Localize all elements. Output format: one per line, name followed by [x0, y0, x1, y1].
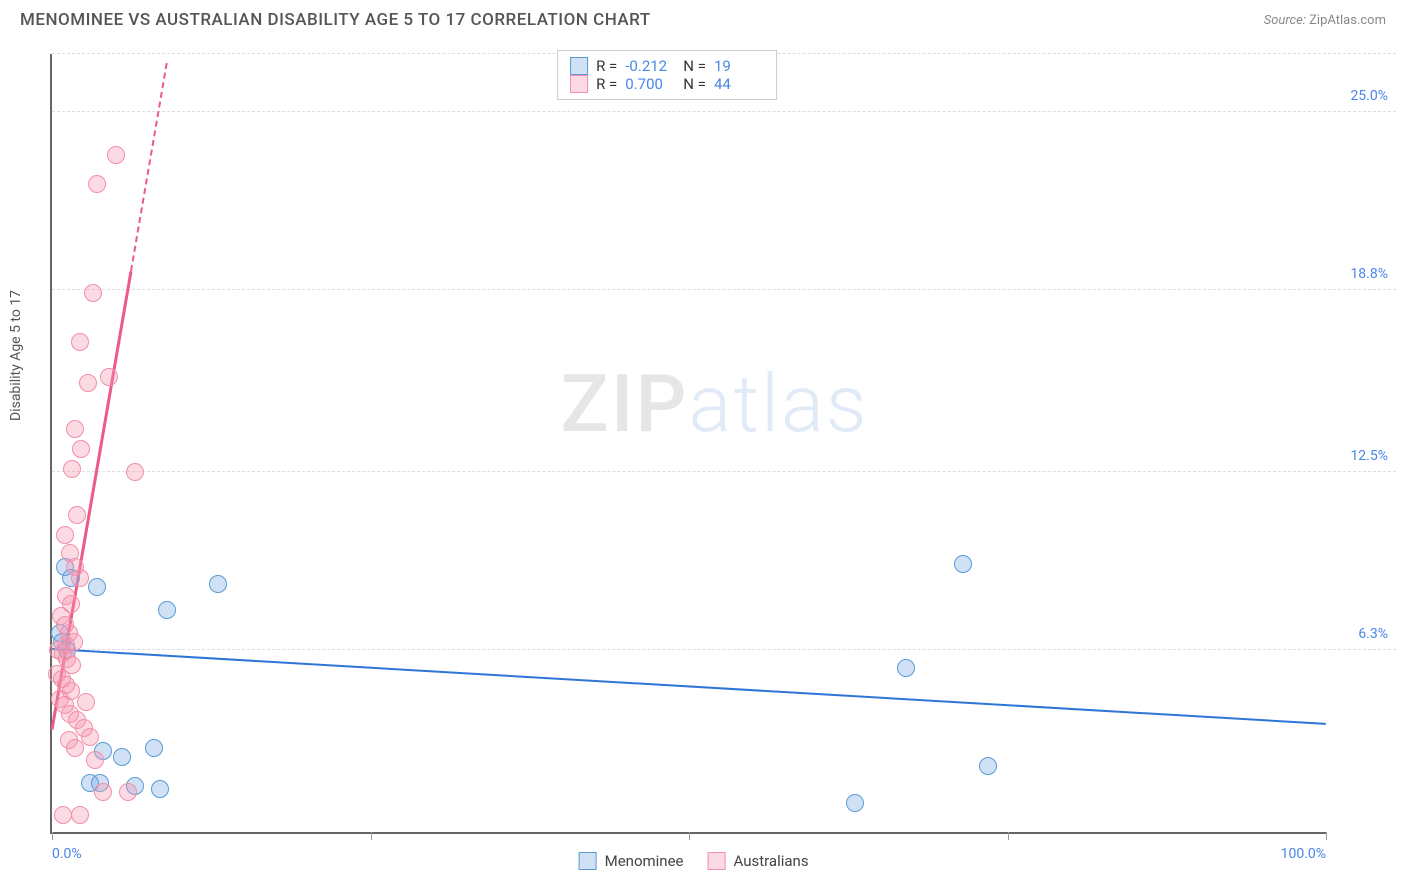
scatter-point [79, 374, 97, 392]
n-value-australians: 44 [714, 75, 764, 93]
scatter-point [71, 333, 89, 351]
scatter-point [63, 460, 81, 478]
watermark-zip: ZIP [560, 357, 688, 451]
x-tick-label: 0.0% [52, 846, 82, 862]
grid-line [52, 111, 1396, 112]
scatter-point [81, 728, 99, 746]
scatter-point [897, 659, 915, 677]
scatter-point [954, 555, 972, 573]
n-label: N = [683, 57, 706, 75]
swatch-menominee [579, 852, 597, 870]
y-tick-label: 25.0% [1350, 88, 1388, 104]
scatter-point [66, 739, 84, 757]
r-value-menominee: -0.212 [625, 57, 675, 75]
legend-row-australians: R = 0.700 N = 44 [570, 75, 764, 93]
grid-line [52, 289, 1396, 290]
scatter-point [88, 175, 106, 193]
x-tick [52, 832, 53, 840]
scatter-point [158, 601, 176, 619]
scatter-point [119, 783, 137, 801]
trend-line [52, 648, 1326, 725]
grid-line [52, 471, 1396, 472]
source-attribution: Source: ZipAtlas.com [1264, 13, 1386, 28]
x-tick-label: 100.0% [1281, 846, 1326, 862]
scatter-point [77, 693, 95, 711]
chart-title: MENOMINEE VS AUSTRALIAN DISABILITY AGE 5… [20, 10, 651, 30]
source-label: Source: [1264, 13, 1306, 28]
x-tick [1008, 832, 1009, 840]
swatch-menominee [570, 57, 588, 75]
y-tick-label: 6.3% [1358, 626, 1388, 642]
grid-line [52, 649, 1396, 650]
x-tick [1326, 832, 1327, 840]
legend-row-menominee: R = -0.212 N = 19 [570, 57, 764, 75]
scatter-point [846, 794, 864, 812]
source-value: ZipAtlas.com [1309, 13, 1386, 28]
x-tick [689, 832, 690, 840]
y-tick-label: 18.8% [1350, 266, 1388, 282]
scatter-point [94, 783, 112, 801]
watermark: ZIPatlas [560, 357, 868, 451]
scatter-point [84, 284, 102, 302]
legend-label-menominee: Menominee [605, 852, 684, 870]
scatter-point [71, 806, 89, 824]
scatter-point [56, 526, 74, 544]
header: MENOMINEE VS AUSTRALIAN DISABILITY AGE 5… [0, 0, 1406, 36]
x-tick [371, 832, 372, 840]
scatter-point [68, 506, 86, 524]
scatter-point [71, 569, 89, 587]
n-value-menominee: 19 [714, 57, 764, 75]
legend-item-australians: Australians [708, 852, 809, 870]
y-tick-label: 12.5% [1350, 448, 1388, 464]
r-value-australians: 0.700 [625, 75, 675, 93]
scatter-point [100, 368, 118, 386]
scatter-point [151, 780, 169, 798]
y-axis-label: Disability Age 5 to 17 [8, 290, 24, 421]
scatter-point [72, 440, 90, 458]
scatter-point [209, 575, 227, 593]
correlation-legend: R = -0.212 N = 19 R = 0.700 N = 44 [557, 50, 777, 100]
scatter-point [145, 739, 163, 757]
scatter-point [126, 463, 144, 481]
chart-container: Disability Age 5 to 17 ZIPatlas R = -0.2… [18, 40, 1396, 882]
scatter-point [86, 751, 104, 769]
plot-area: ZIPatlas R = -0.212 N = 19 R = 0.700 N =… [50, 54, 1326, 834]
series-legend: Menominee Australians [579, 852, 809, 870]
r-label: R = [596, 57, 617, 75]
r-label: R = [596, 75, 617, 93]
n-label: N = [683, 75, 706, 93]
trend-line [130, 63, 168, 271]
legend-label-australians: Australians [734, 852, 809, 870]
scatter-point [113, 748, 131, 766]
scatter-point [107, 146, 125, 164]
swatch-australians [570, 75, 588, 93]
scatter-point [57, 636, 75, 654]
scatter-point [88, 578, 106, 596]
scatter-point [66, 420, 84, 438]
scatter-point [54, 806, 72, 824]
swatch-australians [708, 852, 726, 870]
legend-item-menominee: Menominee [579, 852, 684, 870]
scatter-point [979, 757, 997, 775]
watermark-atlas: atlas [688, 357, 868, 451]
